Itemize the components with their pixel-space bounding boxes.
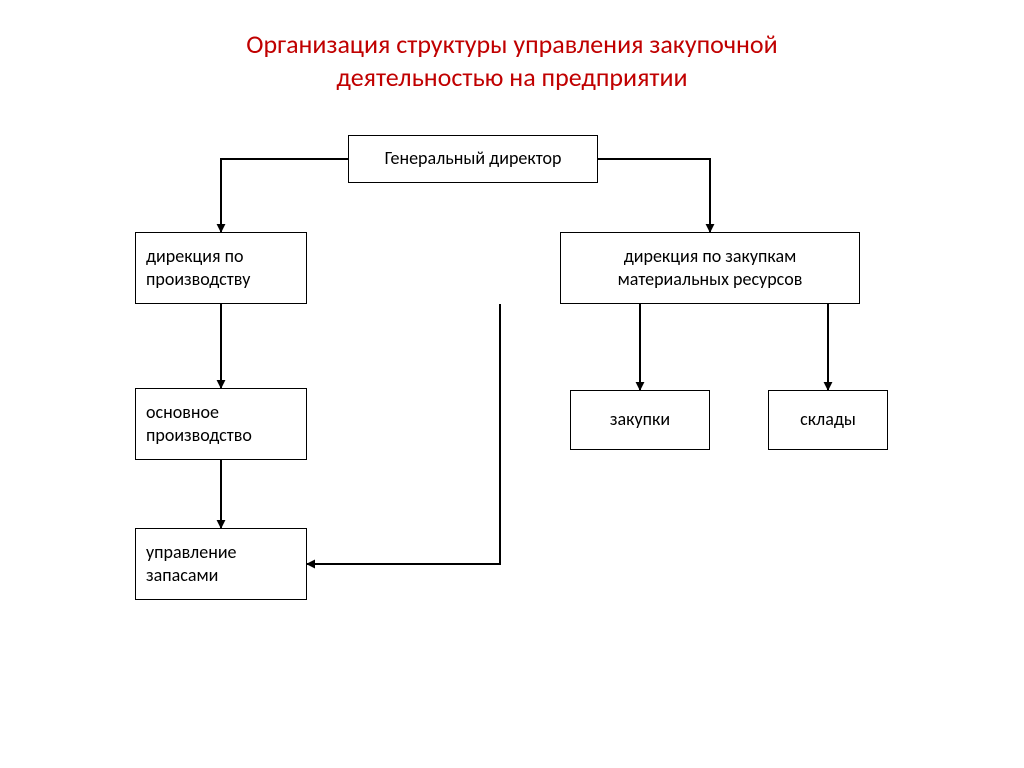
- edge: [221, 159, 348, 232]
- edges-layer: [0, 0, 1024, 768]
- edge: [598, 159, 710, 232]
- edge: [307, 304, 500, 564]
- canvas: { "title": { "text_line1": "Организация …: [0, 0, 1024, 768]
